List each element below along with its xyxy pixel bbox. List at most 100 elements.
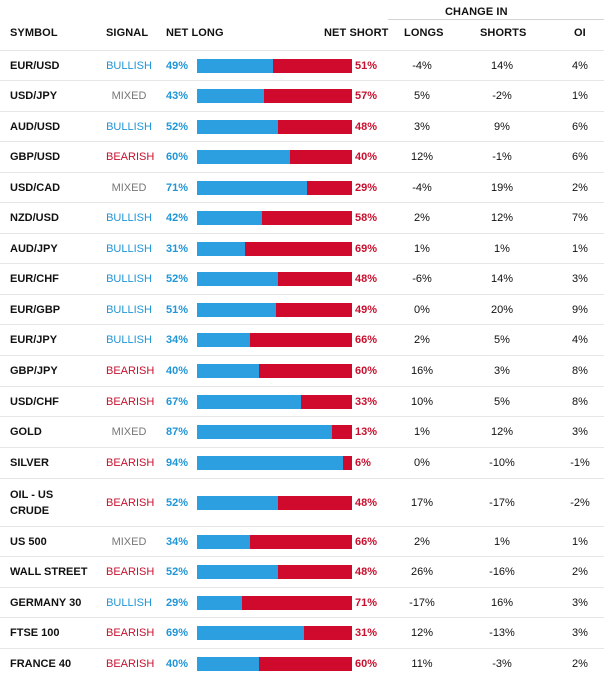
net-long-bar-segment [197,89,264,103]
net-short-bar-segment [278,120,352,134]
long-short-ratio-bar [197,272,352,286]
change-oi-cell: 3% [572,627,588,639]
change-longs-cell: 1% [414,426,430,438]
symbol-cell: OIL - US [10,489,54,501]
net-short-bar-segment [250,333,352,347]
net-long-header: NET LONG [166,27,224,39]
change-longs-cell: 5% [414,90,430,102]
net-long-percent: 34% [166,334,189,346]
symbol-cell: AUD/USD [10,121,61,133]
net-short-percent: 58% [355,212,378,224]
change-longs-cell: -17% [409,597,435,609]
net-long-bar-segment [197,59,273,73]
net-short-bar-segment [343,456,352,470]
symbol-cell: US 500 [10,536,47,548]
net-long-percent: 52% [166,121,189,133]
symbol-cell: EUR/USD [10,60,60,72]
change-in-divider [388,19,604,20]
long-short-ratio-bar [197,657,352,671]
change-oi-cell: 3% [572,426,588,438]
table-row: FTSE 100 BEARISH 69% 31% 12% -13% 3% [0,617,604,649]
net-long-percent: 34% [166,536,189,548]
long-short-ratio-bar [197,456,352,470]
signal-cell: BEARISH [106,497,155,509]
change-longs-cell: 0% [414,457,430,469]
signal-cell: BULLISH [106,597,152,609]
net-long-percent: 52% [166,273,189,285]
net-short-bar-segment [250,535,352,549]
net-short-header: NET SHORT [324,27,389,39]
net-long-percent: 40% [166,658,189,670]
table-row: OIL - US CRUDE BEARISH 52% 48% 17% -17% -2% [0,478,604,527]
net-short-percent: 31% [355,627,378,639]
table-row: GERMANY 30 BULLISH 29% 71% -17% 16% 3% [0,587,604,619]
change-shorts-cell: -17% [489,497,515,509]
net-short-bar-segment [273,59,352,73]
net-long-percent: 87% [166,426,189,438]
long-short-ratio-bar [197,211,352,225]
change-shorts-cell: -16% [489,566,515,578]
table-row: EUR/JPY BULLISH 34% 66% 2% 5% 4% [0,324,604,356]
change-oi-cell: 6% [572,151,588,163]
net-long-bar-segment [197,456,343,470]
long-short-ratio-bar [197,626,352,640]
net-short-bar-segment [290,150,352,164]
symbol-cell: FTSE 100 [10,627,60,639]
signal-cell: BEARISH [106,457,155,469]
net-short-percent: 48% [355,497,378,509]
change-oi-cell: -2% [570,497,590,509]
change-shorts-cell: -10% [489,457,515,469]
change-shorts-cell: -3% [492,658,512,670]
net-long-bar-segment [197,333,250,347]
symbol-cell: GERMANY 30 [10,597,82,609]
change-oi-cell: 6% [572,121,588,133]
signal-cell: MIXED [111,182,147,194]
change-longs-cell: 1% [414,243,430,255]
table-row: EUR/GBP BULLISH 51% 49% 0% 20% 9% [0,294,604,326]
change-oi-cell: 2% [572,566,588,578]
longs-header: LONGS [404,27,444,39]
change-shorts-cell: 12% [490,426,514,438]
signal-cell: BEARISH [106,151,155,163]
change-longs-cell: 11% [411,658,433,670]
net-long-bar-segment [197,272,278,286]
change-oi-cell: -1% [570,457,590,469]
net-long-percent: 69% [166,627,189,639]
signal-cell: BULLISH [106,273,152,285]
change-in-header: CHANGE IN [445,6,508,18]
long-short-ratio-bar [197,242,352,256]
net-long-percent: 51% [166,304,189,316]
signal-cell: MIXED [111,90,147,102]
change-longs-cell: 17% [410,497,434,509]
net-short-percent: 51% [355,60,378,72]
change-longs-cell: 2% [414,334,430,346]
change-longs-cell: 26% [410,566,434,578]
long-short-ratio-bar [197,59,352,73]
net-short-bar-segment [259,364,352,378]
change-oi-cell: 4% [572,334,588,346]
long-short-ratio-bar [197,181,352,195]
long-short-ratio-bar [197,565,352,579]
oi-header: OI [574,27,586,39]
change-shorts-cell: 14% [490,60,514,72]
net-long-bar-segment [197,211,262,225]
signal-cell: BEARISH [106,658,155,670]
net-long-percent: 94% [166,457,189,469]
net-short-percent: 33% [355,396,378,408]
net-long-percent: 42% [166,212,189,224]
table-row: FRANCE 40 BEARISH 40% 60% 11% -3% 2% [0,648,604,680]
net-short-bar-segment [278,565,352,579]
net-short-bar-segment [245,242,352,256]
symbol-cell: FRANCE 40 [10,658,72,670]
net-short-percent: 6% [355,457,371,469]
symbol-cell: GBP/JPY [10,365,58,377]
change-longs-cell: 10% [410,396,434,408]
symbol-cell: CRUDE [10,505,50,517]
shorts-header: SHORTS [480,27,527,39]
net-long-bar-segment [197,626,304,640]
net-short-bar-segment [264,89,352,103]
net-short-percent: 66% [355,334,378,346]
table-row: EUR/CHF BULLISH 52% 48% -6% 14% 3% [0,263,604,295]
net-short-percent: 71% [355,597,378,609]
long-short-ratio-bar [197,333,352,347]
